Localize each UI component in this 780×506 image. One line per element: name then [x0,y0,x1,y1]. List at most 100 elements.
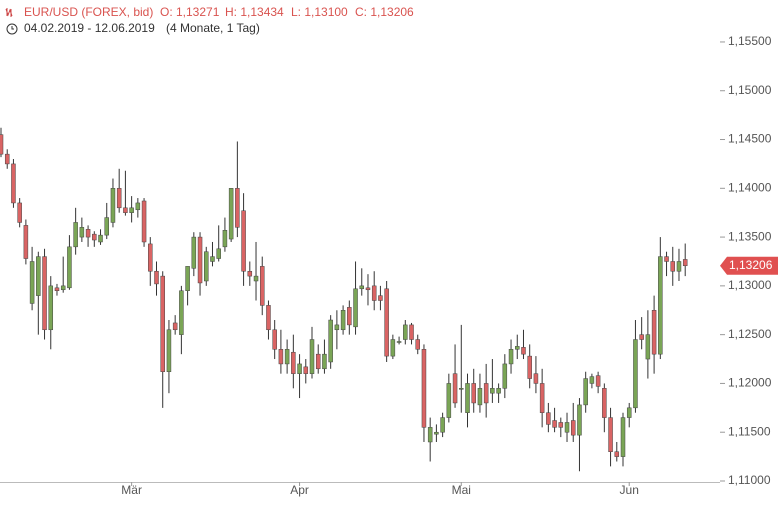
candle-body [427,427,433,443]
candle-body [409,324,414,340]
candle-body [415,339,420,350]
candle-body [614,451,620,457]
header: EUR/USD (FOREX, bid) O: 1,13271 H: 1,134… [5,5,414,35]
candle-body [459,388,464,390]
candle-body [297,363,302,374]
candle-body [284,349,290,365]
candle-body [322,353,327,370]
low-label: L: 1,13100 [291,5,348,19]
candle-body [259,266,265,306]
candle-body [521,347,526,355]
candle-body [17,202,22,223]
candle-body [204,251,209,282]
x-tick-label: Apr [290,483,309,497]
candle-body [334,324,340,331]
y-tick-label: 1,13500 [728,229,772,243]
candle-body [191,236,197,269]
candle-body [278,349,284,365]
candle-body [626,407,632,418]
candle-body [371,285,377,301]
candle-body [172,322,178,331]
candle-body [347,307,352,326]
candle-body [253,275,259,282]
candle-body [527,355,532,379]
candle-body [123,207,128,213]
candle-body [676,261,682,272]
chart-icon [5,8,13,17]
y-tick-label: 1,11000 [728,473,771,487]
candle-body [247,270,253,277]
candle-body [135,202,141,211]
candle-body [104,217,109,236]
candle-body [477,388,483,406]
candle-body [403,324,408,340]
candle-body [396,341,402,343]
candle-body [23,225,29,259]
clock-icon [6,23,18,35]
y-tick-label: 1,13000 [728,278,772,292]
candle-body [421,349,427,428]
candle-body [98,234,103,243]
candle-body [390,339,396,357]
candle-body [241,210,246,272]
candle-body [508,349,514,365]
y-tick-label: 1,14000 [728,180,772,194]
candle-body [73,222,78,248]
candle-body [116,188,122,209]
candle-body [490,388,495,394]
candle-body [42,256,47,331]
candle-body [608,417,613,452]
candle-body [359,285,365,290]
candle-body [452,373,458,404]
y-tick-label: 1,14500 [728,132,772,146]
candle-body [154,270,159,285]
candle-body [365,287,371,291]
candle-body [235,188,240,228]
candle-body [228,188,234,240]
candle-body [471,383,476,404]
candle-body [79,227,85,238]
duration: (4 Monate, 1 Tag) [166,21,260,35]
candle-body [682,259,688,267]
candle-body [558,422,564,428]
candle-body [434,431,439,435]
candle-body [384,288,389,357]
candle-body [670,261,676,272]
candle-body [602,388,607,418]
candle-body [502,363,508,389]
candle-body [564,422,570,433]
candle-body [141,200,147,243]
high-label: H: 1,13434 [225,5,284,19]
x-tick-label: Mär [121,483,142,497]
price-tag [720,256,778,275]
candle-body [266,305,271,331]
candle-body [60,285,66,291]
candle-body [197,236,203,284]
candle-body [29,261,35,304]
candle-body [36,256,41,296]
instrument: EUR/USD (FOREX, bid) [24,5,153,19]
candle-body [515,346,520,350]
candle-body [552,420,557,428]
candle-body [129,207,134,213]
candle-body [54,287,60,291]
candle-body [465,383,470,413]
candle-body [633,339,638,409]
candle-body [440,417,445,433]
candle-body [446,383,452,418]
candle-body [216,248,221,259]
y-tick-label: 1,15500 [728,34,772,48]
candle-body [645,334,651,360]
candle-body [496,388,501,394]
candle-body [328,319,333,363]
price-tag-label: 1,13206 [729,258,773,272]
candle-body [595,375,601,387]
y-tick-label: 1,11500 [728,424,771,438]
candle-body [483,383,489,404]
candle-body [589,376,595,384]
candle-body [92,233,97,241]
candle-body [11,163,16,204]
candle-body [222,230,228,248]
candle-body [577,404,582,436]
y-tick-label: 1,15000 [728,83,772,97]
